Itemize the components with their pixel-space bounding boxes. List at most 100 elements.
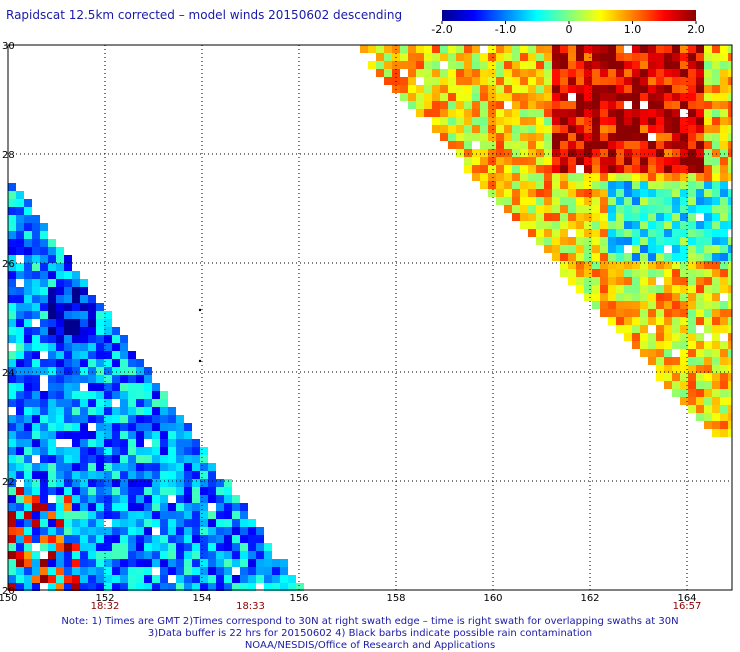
- swath-cell: [184, 535, 192, 543]
- swath-cell: [40, 471, 48, 479]
- swath-cell: [704, 69, 712, 77]
- swath-cell: [560, 93, 568, 101]
- swath-cell: [8, 279, 16, 287]
- swath-cell: [656, 309, 664, 317]
- swath-cell: [200, 511, 208, 519]
- swath-cell: [560, 213, 568, 221]
- swath-cell: [280, 567, 288, 575]
- swath-cell: [32, 559, 40, 567]
- swath-cell: [584, 229, 592, 237]
- swath-cell: [40, 447, 48, 455]
- swath-cell: [40, 519, 48, 527]
- swath-cell: [128, 487, 136, 495]
- swath-cell: [48, 527, 56, 535]
- swath-cell: [32, 567, 40, 575]
- swath-cell: [152, 423, 160, 431]
- swath-cell: [496, 165, 504, 173]
- swath-cell: [48, 327, 56, 335]
- swath-cell: [648, 237, 656, 245]
- swath-cell: [200, 543, 208, 551]
- swath-cell: [192, 503, 200, 511]
- swath-cell: [432, 61, 440, 69]
- swath-cell: [32, 263, 40, 271]
- swath-cell: [160, 527, 168, 535]
- swath-cell: [600, 197, 608, 205]
- swath-cell: [48, 255, 56, 263]
- swath-cell: [64, 399, 72, 407]
- swath-cell: [624, 173, 632, 181]
- swath-cell: [440, 117, 448, 125]
- swath-cell: [552, 229, 560, 237]
- swath-cell: [560, 197, 568, 205]
- swath-cell: [480, 69, 488, 77]
- swath-cell: [40, 575, 48, 583]
- swath-cell: [600, 141, 608, 149]
- swath-cell: [640, 349, 648, 357]
- swath-cell: [728, 117, 732, 125]
- swath-cell: [640, 85, 648, 93]
- swath-cell: [680, 357, 688, 365]
- swath-cell: [632, 45, 640, 53]
- swath-cell: [128, 471, 136, 479]
- swath-cell: [504, 109, 512, 117]
- swath-cell: [656, 269, 664, 277]
- swath-cell: [200, 527, 208, 535]
- swath-cell: [544, 53, 552, 61]
- swath-cell: [8, 575, 16, 583]
- swath-cell: [712, 397, 720, 405]
- swath-cell: [8, 455, 16, 463]
- swath-cell: [96, 383, 104, 391]
- swath-cell: [152, 495, 160, 503]
- swath-cell: [88, 487, 96, 495]
- swath-cell: [664, 173, 672, 181]
- swath-cell: [520, 141, 528, 149]
- swath-cell: [400, 45, 408, 53]
- swath-cell: [672, 197, 680, 205]
- swath-cell: [48, 279, 56, 287]
- swath-cell: [728, 245, 732, 253]
- swath-cell: [24, 327, 32, 335]
- swath-cell: [104, 439, 112, 447]
- swath-cell: [728, 413, 732, 421]
- swath-cell: [728, 373, 732, 381]
- swath-cell: [184, 503, 192, 511]
- swath-cell: [72, 479, 80, 487]
- swath-cell: [528, 165, 536, 173]
- swath-cell: [552, 61, 560, 69]
- swath-cell: [208, 511, 216, 519]
- swath-cell: [128, 535, 136, 543]
- swath-cell: [728, 349, 732, 357]
- swath-cell: [480, 157, 488, 165]
- swath-cell: [496, 53, 504, 61]
- swath-cell: [440, 125, 448, 133]
- swath-cell: [40, 511, 48, 519]
- swath-cell: [504, 125, 512, 133]
- swath-cell: [104, 335, 112, 343]
- swath-cell: [80, 327, 88, 335]
- swath-cell: [728, 101, 732, 109]
- swath-cell: [488, 165, 496, 173]
- swath-cell: [496, 101, 504, 109]
- swath-cell: [176, 511, 184, 519]
- swath-cell: [656, 77, 664, 85]
- swath-cell: [200, 583, 208, 591]
- swath-cell: [480, 173, 488, 181]
- swath-cell: [696, 365, 704, 373]
- swath-cell: [432, 117, 440, 125]
- swath-cell: [144, 575, 152, 583]
- swath-cell: [728, 149, 732, 157]
- swath-cell: [400, 61, 408, 69]
- swath-cell: [560, 229, 568, 237]
- swath-cell: [688, 197, 696, 205]
- swath-cell: [56, 447, 64, 455]
- swath-cell: [632, 69, 640, 77]
- swath-cell: [696, 125, 704, 133]
- swath-cell: [728, 237, 732, 245]
- swath-cell: [48, 311, 56, 319]
- swath-cell: [696, 149, 704, 157]
- swath-cell: [208, 527, 216, 535]
- swath-cell: [232, 495, 240, 503]
- swath-cell: [472, 61, 480, 69]
- swath-cell: [576, 117, 584, 125]
- swath-cell: [224, 567, 232, 575]
